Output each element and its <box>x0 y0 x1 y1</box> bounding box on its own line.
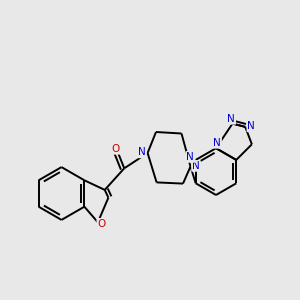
Text: O: O <box>97 219 106 229</box>
Text: O: O <box>111 144 119 154</box>
Text: N: N <box>227 114 235 124</box>
Text: N: N <box>187 152 194 162</box>
Text: N: N <box>248 121 255 131</box>
Text: N: N <box>138 147 146 158</box>
Text: N: N <box>192 161 200 171</box>
Text: N: N <box>213 138 221 148</box>
